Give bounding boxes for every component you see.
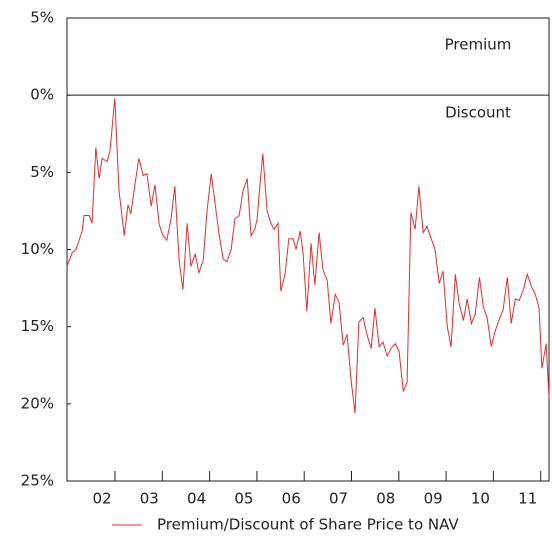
y-tick-label: 20%: [21, 394, 54, 412]
plot-frame: [66, 17, 550, 482]
y-tick-label: 0%: [30, 86, 54, 104]
data-line: [66, 98, 550, 414]
legend-label: Premium/Discount of Share Price to NAV: [157, 516, 459, 534]
x-tick-label: 11: [518, 490, 537, 508]
x-tick-label: 05: [234, 490, 253, 508]
premium-label: Premium: [445, 36, 512, 54]
discount-label: Discount: [445, 104, 511, 122]
y-tick-label: 15%: [21, 317, 54, 335]
y-tick-label: 5%: [30, 9, 54, 27]
y-tick-label: 25%: [21, 472, 54, 490]
x-tick-label: 09: [424, 490, 443, 508]
x-tick-label: 02: [92, 490, 111, 508]
y-tick-label: 5%: [30, 163, 54, 181]
x-tick-label: 03: [140, 490, 159, 508]
x-tick-label: 07: [329, 490, 348, 508]
x-tick-label: 04: [187, 490, 206, 508]
x-tick-label: 10: [471, 490, 490, 508]
x-tick-label: 06: [282, 490, 301, 508]
x-tick-label: 08: [376, 490, 395, 508]
y-tick-label: 10%: [21, 240, 54, 258]
